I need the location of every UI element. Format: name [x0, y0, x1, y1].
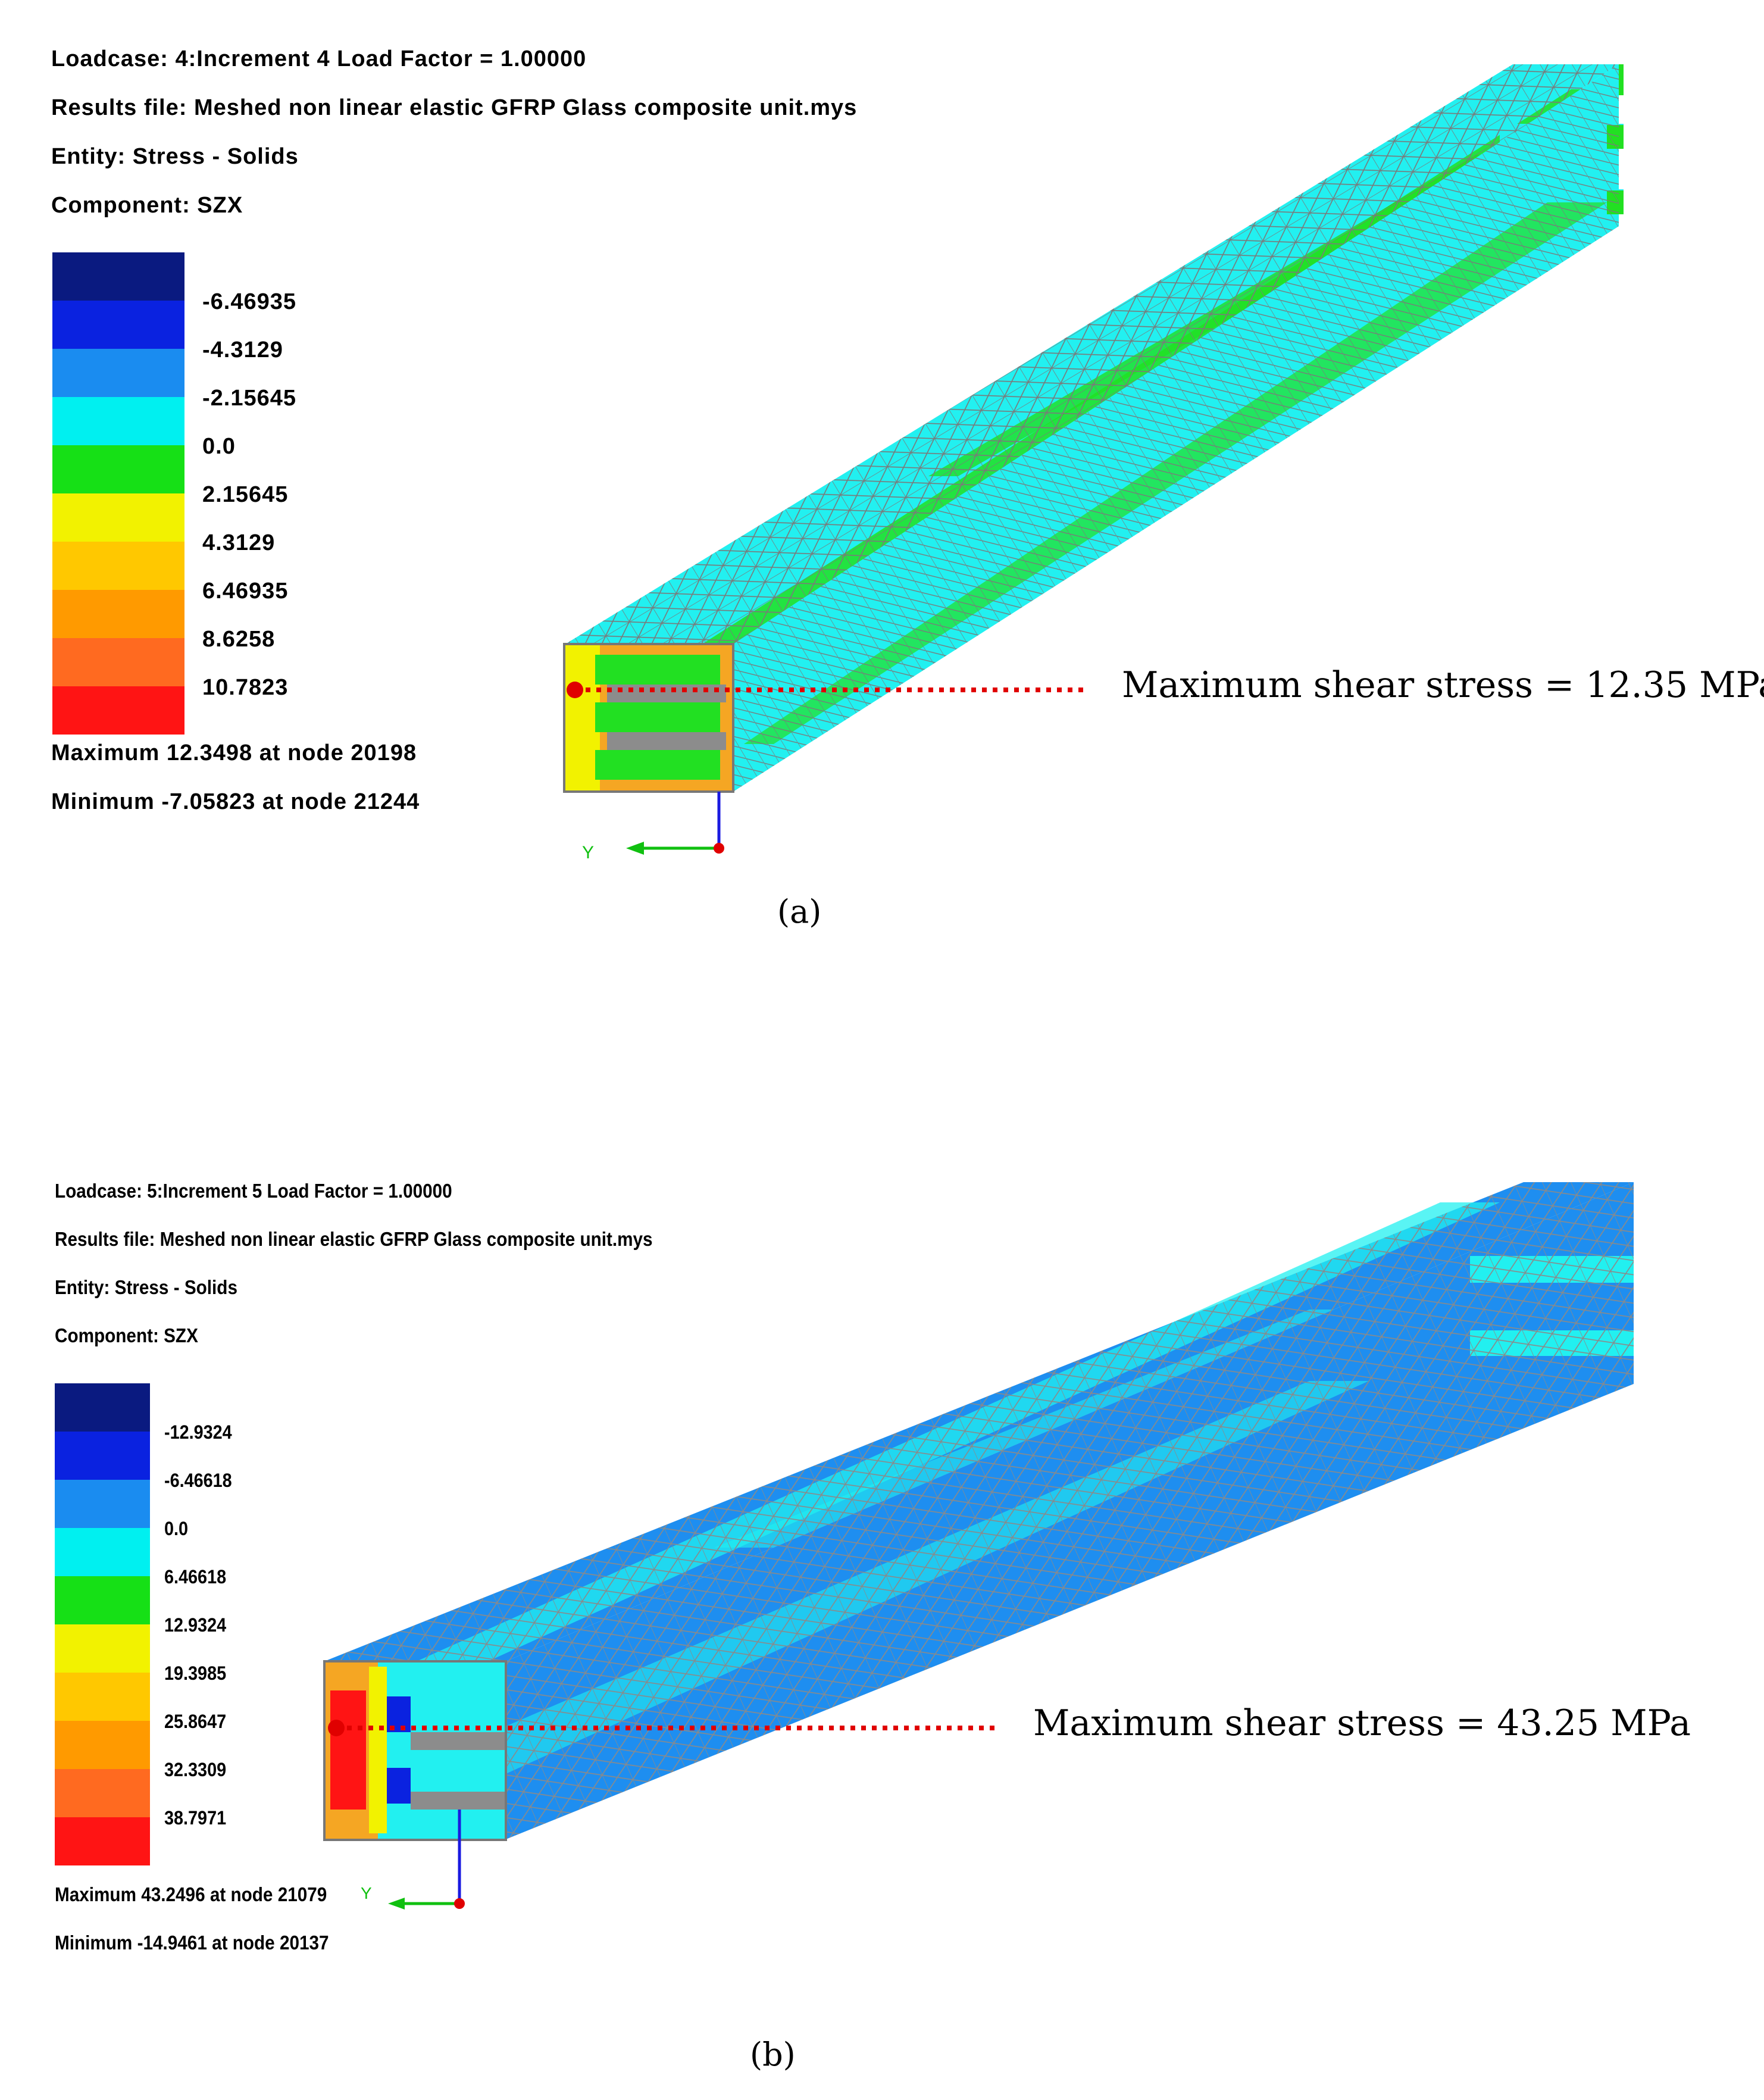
legend-value: 2.15645 — [202, 482, 289, 507]
maximum-text: Maximum 43.2496 at node 21079 — [55, 1883, 327, 1905]
legend-band — [52, 686, 184, 735]
legend-band — [52, 252, 184, 301]
loadcase-text: Loadcase: 4:Increment 4 Load Factor = 1.… — [51, 46, 587, 71]
legend-band — [55, 1769, 150, 1817]
axis-label: Y — [361, 1884, 372, 1902]
fe-model-view: Y — [323, 1182, 1634, 1910]
axis-label: Y — [582, 843, 594, 862]
panel-b: Loadcase: 5:Increment 5 Load Factor = 1.… — [0, 1131, 1764, 2100]
legend-band — [52, 493, 184, 542]
legend-band — [55, 1528, 150, 1576]
yellow-zone — [564, 644, 600, 792]
legend-value: 32.3309 — [164, 1759, 227, 1780]
minimum-text: Minimum -14.9461 at node 20137 — [55, 1932, 329, 1954]
legend-band — [52, 445, 184, 493]
legend-band — [52, 590, 184, 638]
component-text: Component: SZX — [51, 193, 243, 218]
legend-band — [55, 1721, 150, 1769]
fe-model-view: Y — [563, 64, 1624, 862]
component-text: Component: SZX — [55, 1324, 198, 1346]
legend-value: -12.9324 — [164, 1421, 232, 1443]
legend-band — [55, 1383, 150, 1432]
max-shear-annotation: Maximum shear stress = 12.35 MPa — [1122, 664, 1764, 706]
entity-text: Entity: Stress - Solids — [51, 144, 299, 169]
legend-value: 19.3985 — [164, 1662, 227, 1684]
results-file-text: Results file: Meshed non linear elastic … — [51, 95, 858, 120]
results-file-text: Results file: Meshed non linear elastic … — [55, 1228, 653, 1250]
legend-band — [55, 1480, 150, 1528]
legend-band — [52, 349, 184, 397]
legend-value: 0.0 — [164, 1518, 189, 1539]
legend-band — [52, 542, 184, 590]
loadcase-text: Loadcase: 5:Increment 5 Load Factor = 1.… — [55, 1180, 452, 1202]
legend-value: 38.7971 — [164, 1807, 227, 1829]
legend-band — [55, 1624, 150, 1673]
caption-b: (b) — [750, 2036, 796, 2073]
legend-band — [52, 638, 184, 686]
legend-value: -2.15645 — [202, 386, 297, 411]
panel-a: Loadcase: 4:Increment 4 Load Factor = 1.… — [0, 0, 1764, 1012]
flange-end — [1619, 64, 1624, 95]
legend-value: 4.3129 — [202, 530, 276, 555]
max-shear-annotation: Maximum shear stress = 43.25 MPa — [1033, 1702, 1691, 1744]
legend-band — [55, 1673, 150, 1721]
legend-value: 25.8647 — [164, 1711, 227, 1732]
legend-band — [52, 397, 184, 445]
legend-value: 6.46618 — [164, 1566, 227, 1588]
legend-band — [55, 1432, 150, 1480]
color-legend — [52, 252, 184, 735]
legend-value: -6.46935 — [202, 289, 297, 314]
legend-value: 8.6258 — [202, 627, 276, 652]
minimum-text: Minimum -7.05823 at node 21244 — [51, 789, 420, 814]
maximum-text: Maximum 12.3498 at node 20198 — [51, 740, 417, 765]
legend-band — [55, 1576, 150, 1624]
caption-a: (a) — [777, 893, 822, 930]
legend-band — [55, 1817, 150, 1865]
legend-value: 6.46935 — [202, 579, 289, 604]
legend-value: 0.0 — [202, 434, 236, 459]
color-legend — [55, 1383, 150, 1865]
legend-value: -6.46618 — [164, 1470, 232, 1491]
legend-value: 10.7823 — [202, 675, 289, 700]
legend-value: 12.9324 — [164, 1614, 227, 1636]
entity-text: Entity: Stress - Solids — [55, 1276, 237, 1298]
legend-band — [52, 301, 184, 349]
legend-value: -4.3129 — [202, 338, 283, 362]
